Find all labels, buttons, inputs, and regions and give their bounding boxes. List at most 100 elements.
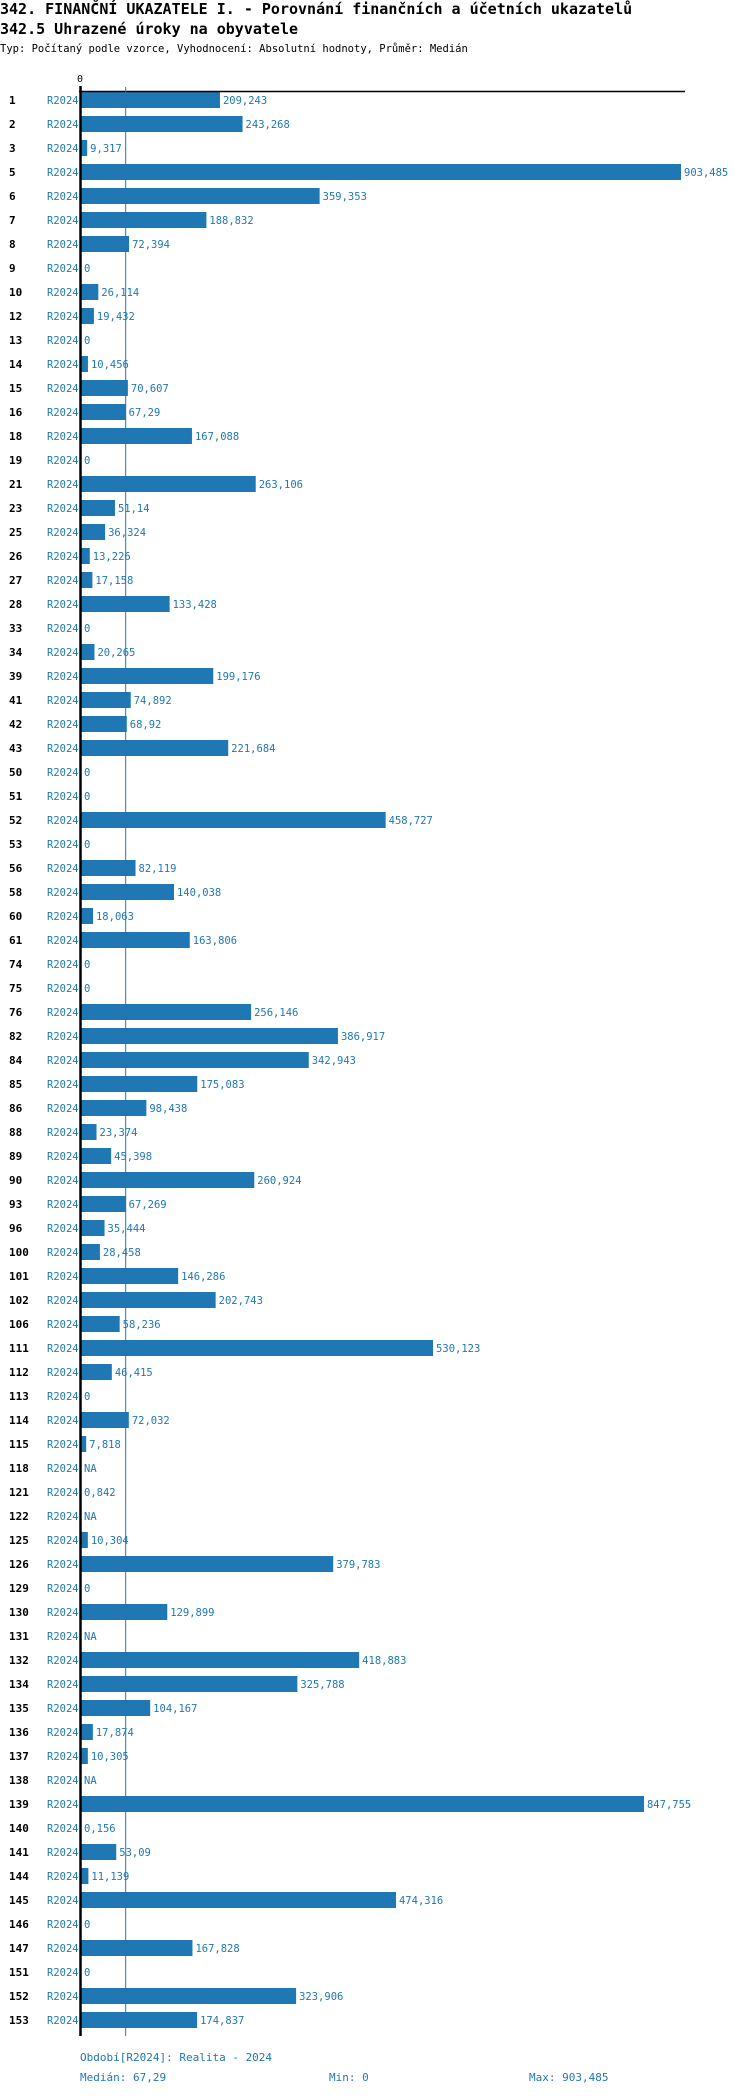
bar [81,380,128,396]
category-label: 141 [9,1846,29,1859]
value-label: 17,158 [95,575,133,587]
axis-zero-label: 0 [77,74,83,85]
value-label: 379,783 [336,1559,380,1571]
category-label: 41 [9,694,23,707]
bar-row: 5 R2024 903,485 [9,164,728,180]
bar-row: 58 R2024 140,038 [9,884,221,900]
value-label: 70,607 [131,383,169,395]
bar [81,668,214,684]
category-label: 26 [9,550,23,563]
bar-row: 15 R2024 70,607 [9,380,169,396]
category-label: 144 [9,1870,29,1883]
bar [81,1220,105,1236]
category-label: 61 [9,934,23,947]
bar-row: 93 R2024 67,269 [9,1196,167,1212]
bar-row: 12 R2024 19,432 [9,308,135,324]
bar [81,236,130,252]
bar [81,1868,89,1884]
period-label: R2024 [47,1751,79,1763]
period-label: R2024 [47,1559,79,1571]
category-label: 113 [9,1390,29,1403]
chart-meta: Typ: Počítaný podle vzorce, Vyhodnocení:… [0,43,468,55]
bar-row: 10 R2024 26,114 [9,284,139,300]
bar-row: 7 R2024 188,832 [9,212,254,228]
period-label: R2024 [47,1631,79,1643]
period-label: R2024 [47,1103,79,1115]
period-label: R2024 [47,599,79,611]
value-label: 0 [84,791,90,803]
category-label: 50 [9,766,22,779]
bar-row: 84 R2024 342,943 [9,1052,356,1068]
bar-row: 52 R2024 458,727 [9,812,433,828]
value-label: 263,106 [259,479,303,491]
category-label: 145 [9,1894,29,1907]
value-label: 0 [84,623,90,635]
bar-row: 122 R2024 NA [9,1510,97,1523]
period-label: R2024 [47,719,79,731]
value-label: 36,324 [108,527,146,539]
bar-row: 102 R2024 202,743 [9,1292,263,1308]
value-label: 58,236 [123,1319,161,1331]
category-label: 52 [9,814,22,827]
value-label: 903,485 [684,167,728,179]
period-label: R2024 [47,1535,79,1547]
chart-subtitle: 342.5 Uhrazené úroky na obyvatele [0,20,299,38]
bar-row: 113 R2024 0 [9,1390,90,1403]
value-label: 7,818 [89,1439,121,1451]
period-label: R2024 [47,287,79,299]
period-label: R2024 [47,1247,79,1259]
bar-row: 129 R2024 0 [9,1582,90,1595]
bar-row: 18 R2024 167,088 [9,428,239,444]
period-label: R2024 [47,959,79,971]
period-label: R2024 [47,1199,79,1211]
bar [81,1028,338,1044]
category-label: 130 [9,1606,29,1619]
category-label: 33 [9,622,22,635]
category-label: 82 [9,1030,22,1043]
bar-row: 138 R2024 NA [9,1774,97,1787]
value-label: 0 [84,839,90,851]
category-label: 14 [9,358,23,371]
bar-row: 137 R2024 10,305 [9,1748,129,1764]
bar [81,1556,334,1572]
bar [81,1364,112,1380]
value-label: 260,924 [257,1175,301,1187]
bar [81,1676,298,1692]
value-label: 26,114 [101,287,139,299]
value-label: 13,226 [93,551,131,563]
category-label: 53 [9,838,22,851]
period-label: R2024 [47,191,79,203]
bar-row: 141 R2024 53,09 [9,1844,151,1860]
bar [81,1172,255,1188]
category-label: 8 [9,238,16,251]
period-label: R2024 [47,1343,79,1355]
period-label: R2024 [47,1583,79,1595]
category-label: 126 [9,1558,29,1571]
period-label: R2024 [47,479,79,491]
value-label: NA [84,1775,97,1787]
period-label: R2024 [47,1871,79,1883]
category-label: 3 [9,142,16,155]
value-label: 53,09 [119,1847,151,1859]
category-label: 34 [9,646,23,659]
category-label: 16 [9,406,23,419]
bar [81,1700,151,1716]
category-label: 25 [9,526,22,539]
period-label: R2024 [47,575,79,587]
period-label: R2024 [47,311,79,323]
period-label: R2024 [47,695,79,707]
bar-row: 51 R2024 0 [9,790,90,803]
value-label: 0 [84,983,90,995]
category-label: 1 [9,94,16,107]
value-label: 0,156 [84,1823,116,1835]
category-label: 152 [9,1990,29,2003]
bar [81,284,99,300]
bar-row: 121 R2024 0,842 [9,1486,116,1499]
category-label: 139 [9,1798,29,1811]
bar-row: 151 R2024 0 [9,1966,90,1979]
value-label: 10,456 [91,359,129,371]
period-label: R2024 [47,1439,79,1451]
value-label: 202,743 [219,1295,263,1307]
bar-row: 100 R2024 28,458 [9,1244,141,1260]
bar [81,1316,120,1332]
